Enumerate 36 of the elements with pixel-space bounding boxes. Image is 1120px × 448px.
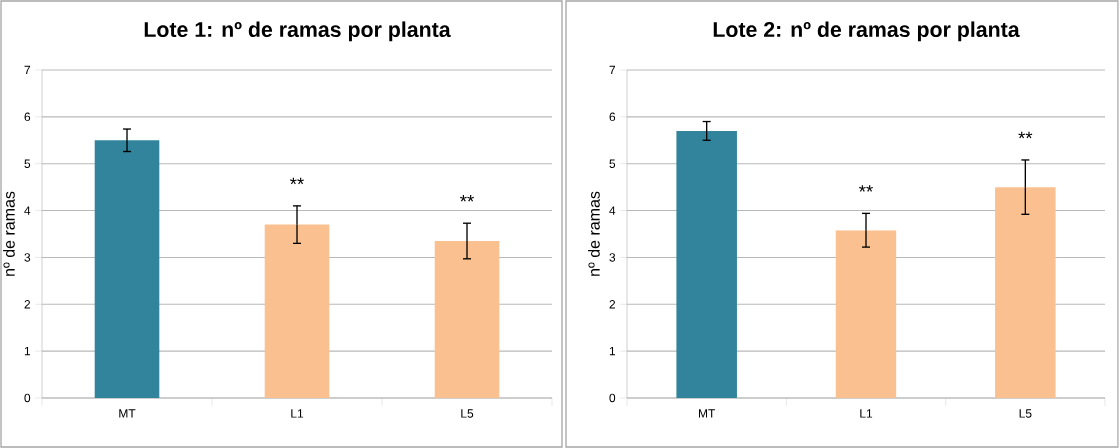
chart-title: Lote 1: nº de ramas por planta (144, 21, 451, 42)
y-axis-title: nº de ramas (588, 191, 600, 276)
y-tick-label: 0 (609, 393, 616, 403)
y-tick-label: 3 (609, 253, 616, 262)
annotation: ** (460, 194, 474, 202)
bar (434, 241, 500, 398)
y-axis-title: nº de ramas (3, 191, 15, 276)
y-tick-label: 4 (24, 206, 31, 215)
bar (835, 230, 897, 398)
bar (264, 224, 330, 398)
x-tick-label: L5 (1019, 409, 1032, 418)
y-tick-label: 4 (609, 206, 616, 215)
y-tick-label: 6 (24, 112, 31, 122)
y-tick-label: 2 (609, 300, 616, 309)
y-tick-label: 6 (609, 112, 616, 122)
y-tick-label: 1 (609, 347, 616, 356)
y-tick-label: 7 (609, 65, 616, 75)
x-tick-label: MT (698, 409, 716, 418)
bar (676, 130, 737, 398)
x-tick-label: L1 (291, 409, 304, 418)
chart-title: Lote 2: nº de ramas por planta (713, 21, 1020, 42)
x-tick-label: L5 (461, 409, 474, 418)
annotation: ** (290, 177, 304, 185)
bar (995, 187, 1056, 398)
y-tick-label: 5 (24, 159, 31, 168)
annotation: ** (1018, 131, 1033, 139)
x-tick-label: MT (119, 409, 136, 418)
y-tick-label: 7 (24, 65, 31, 75)
y-tick-label: 1 (24, 347, 31, 356)
y-tick-label: 2 (24, 300, 31, 309)
y-tick-label: 3 (24, 253, 31, 262)
bar (94, 140, 160, 398)
y-tick-label: 5 (609, 159, 616, 168)
y-tick-label: 0 (24, 393, 31, 403)
annotation: ** (859, 185, 873, 192)
x-tick-label: L1 (860, 409, 873, 418)
